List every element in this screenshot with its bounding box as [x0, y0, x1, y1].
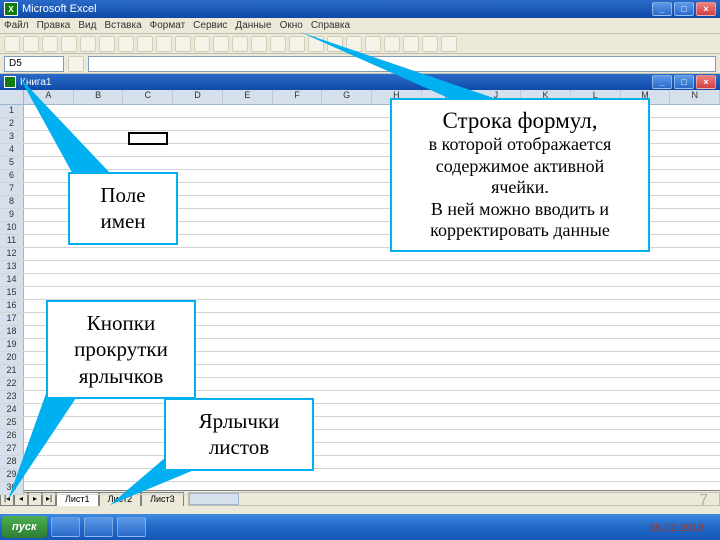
toolbar-button[interactable] — [213, 36, 229, 52]
close-button[interactable]: × — [696, 2, 716, 16]
column-header[interactable]: N — [670, 90, 720, 104]
app-title: Microsoft Excel — [22, 3, 652, 15]
workbook-window-buttons: _ □ × — [652, 75, 716, 89]
maximize-button[interactable]: □ — [674, 2, 694, 16]
wb-maximize-button[interactable]: □ — [674, 75, 694, 89]
window-buttons: _ □ × — [652, 2, 716, 16]
callout-text: Ярлычки листов — [199, 409, 280, 459]
menu-item[interactable]: Данные — [235, 20, 271, 31]
menu-item[interactable]: Окно — [280, 20, 303, 31]
toolbar-button[interactable] — [118, 36, 134, 52]
menu-item[interactable]: Правка — [37, 20, 71, 31]
toolbar-button[interactable] — [137, 36, 153, 52]
minimize-button[interactable]: _ — [652, 2, 672, 16]
slide-date: 18.02.2018 — [649, 522, 704, 534]
name-box[interactable]: D5 — [4, 56, 64, 72]
toolbar-button[interactable] — [80, 36, 96, 52]
slide-number: 7 — [699, 492, 708, 510]
callout-name-box: Поле имен — [68, 172, 178, 245]
row-header[interactable]: 18 — [0, 326, 24, 338]
row-header[interactable]: 11 — [0, 235, 24, 247]
name-box-pointer — [20, 78, 120, 178]
wb-minimize-button[interactable]: _ — [652, 75, 672, 89]
windows-taskbar: пуск — [0, 514, 720, 540]
row-header[interactable]: 10 — [0, 222, 24, 234]
callout-text: Кнопки прокрутки ярлычков — [74, 311, 168, 388]
toolbar-button[interactable] — [251, 36, 267, 52]
callout-heading: Строка формул, — [406, 108, 634, 134]
callout-body: в которой отображается содержимое активн… — [406, 134, 634, 242]
excel-icon: X — [4, 2, 18, 16]
row-header[interactable]: 8 — [0, 196, 24, 208]
taskbar-item[interactable] — [117, 517, 146, 537]
row-header[interactable]: 16 — [0, 300, 24, 312]
fx-button[interactable] — [68, 56, 84, 72]
callout-text: Поле имен — [100, 183, 145, 233]
row-header[interactable]: 12 — [0, 248, 24, 260]
toolbar-button[interactable] — [232, 36, 248, 52]
callout-formula-bar: Строка формул, в которой отображается со… — [390, 98, 650, 252]
taskbar-item[interactable] — [84, 517, 113, 537]
toolbar-button[interactable] — [61, 36, 77, 52]
wb-close-button[interactable]: × — [696, 75, 716, 89]
menu-item[interactable]: Вставка — [104, 20, 141, 31]
callout-scroll-buttons: Кнопки прокрутки ярлычков — [46, 300, 196, 399]
toolbar-button[interactable] — [4, 36, 20, 52]
toolbar-button[interactable] — [194, 36, 210, 52]
row-header[interactable]: 14 — [0, 274, 24, 286]
menu-item[interactable]: Файл — [4, 20, 29, 31]
menu-item[interactable]: Вид — [78, 20, 96, 31]
row-header[interactable]: 17 — [0, 313, 24, 325]
excel-titlebar: X Microsoft Excel _ □ × — [0, 0, 720, 18]
menu-item[interactable]: Сервис — [193, 20, 227, 31]
menu-item[interactable]: Справка — [311, 20, 350, 31]
row-header[interactable]: 19 — [0, 339, 24, 351]
taskbar-item[interactable] — [51, 517, 80, 537]
column-header[interactable]: C — [123, 90, 173, 104]
menu-item[interactable]: Формат — [150, 20, 186, 31]
toolbar-button[interactable] — [99, 36, 115, 52]
selected-cell[interactable] — [128, 132, 168, 145]
column-header[interactable]: E — [223, 90, 273, 104]
horizontal-scrollbar[interactable] — [188, 492, 720, 506]
toolbar-button[interactable] — [23, 36, 39, 52]
toolbar-button[interactable] — [270, 36, 286, 52]
toolbar-button[interactable] — [156, 36, 172, 52]
row-header[interactable]: 15 — [0, 287, 24, 299]
toolbar-button[interactable] — [42, 36, 58, 52]
workbook-icon — [4, 76, 16, 88]
row-header[interactable]: 7 — [0, 183, 24, 195]
row-header[interactable]: 9 — [0, 209, 24, 221]
column-header[interactable]: D — [173, 90, 223, 104]
callout-sheet-tabs: Ярлычки листов — [164, 398, 314, 471]
row-header[interactable]: 13 — [0, 261, 24, 273]
toolbar-button[interactable] — [175, 36, 191, 52]
start-button[interactable]: пуск — [2, 516, 47, 538]
